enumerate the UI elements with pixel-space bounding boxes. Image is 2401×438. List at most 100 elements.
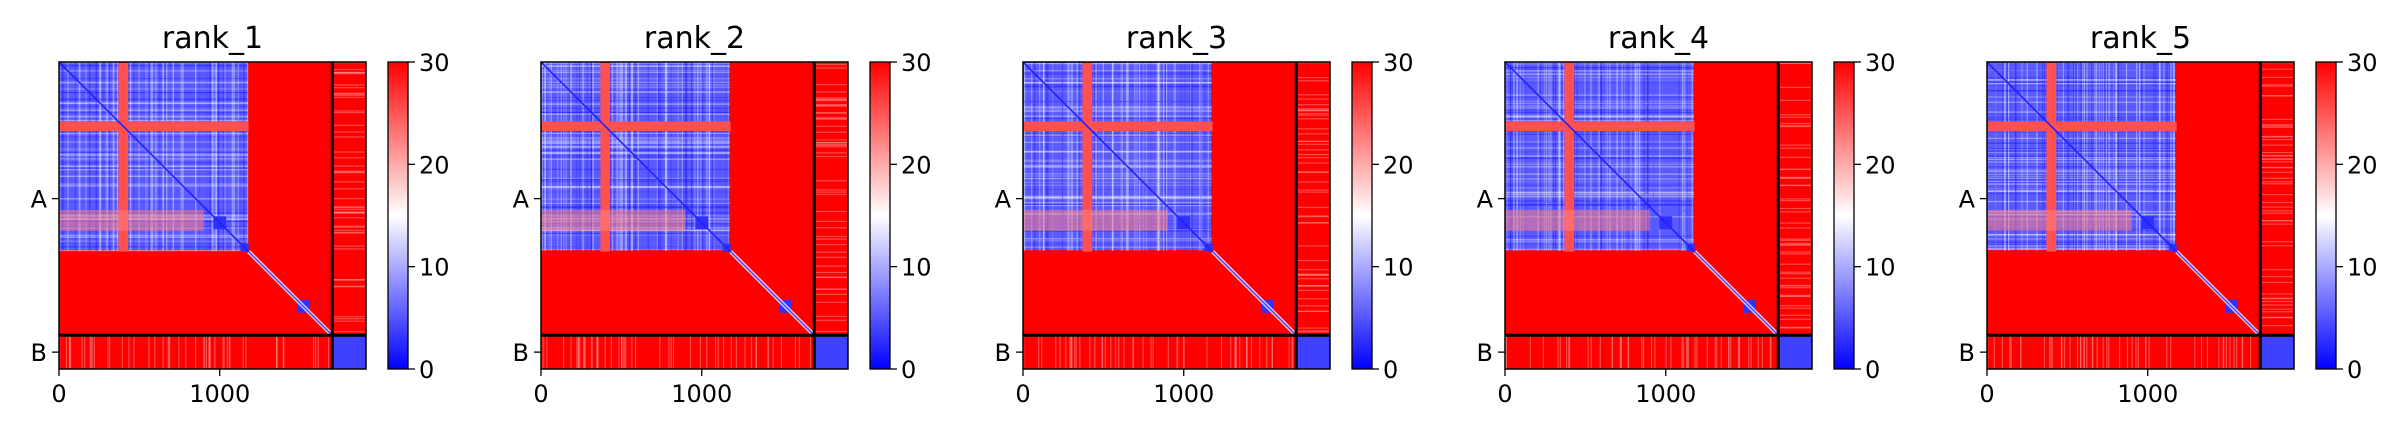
col-streak xyxy=(1600,62,1602,251)
col-streak xyxy=(685,62,687,251)
y-tick-label: A xyxy=(1959,186,1976,214)
chain-b-streak xyxy=(332,157,366,159)
row-streak xyxy=(59,169,248,171)
chain-b-streak xyxy=(332,225,366,227)
row-streak xyxy=(1023,101,1212,103)
col-streak xyxy=(223,62,225,251)
chain-b-streak xyxy=(814,139,848,141)
chain-b-streak xyxy=(1694,335,1696,369)
row-streak xyxy=(59,166,248,168)
col-streak xyxy=(1188,62,1191,251)
chain-b-streak xyxy=(1296,77,1330,79)
axes-frame xyxy=(1986,61,2295,370)
chain-b-streak xyxy=(1557,335,1559,369)
chain-b-streak xyxy=(1110,335,1112,369)
chain-b-streak xyxy=(1296,149,1330,151)
chain-b-streak xyxy=(1778,198,1812,200)
y-tick-label: A xyxy=(31,186,48,214)
col-streak xyxy=(621,62,623,251)
col-streak xyxy=(549,62,551,251)
chain-b-streak xyxy=(755,335,757,369)
row-streak xyxy=(59,159,248,161)
row-streak xyxy=(1023,73,1212,75)
row-streak xyxy=(1505,70,1694,72)
row-streak xyxy=(1987,180,2176,182)
chain-b-streak xyxy=(1070,335,1072,369)
row-streak xyxy=(59,165,248,167)
chain-b-streak xyxy=(2260,118,2294,120)
col-streak xyxy=(2115,62,2117,251)
row-streak xyxy=(1505,187,1694,189)
high-error-band xyxy=(541,121,731,132)
col-streak xyxy=(2090,62,2092,251)
diagonal xyxy=(1694,251,1779,336)
col-streak xyxy=(1621,62,1623,251)
col-streak xyxy=(2094,62,2096,251)
col-streak xyxy=(2009,62,2012,251)
col-streak xyxy=(95,62,97,251)
row-streak xyxy=(1987,181,2176,183)
col-streak xyxy=(2044,62,2046,251)
col-streak xyxy=(79,62,81,251)
chain-b-streak xyxy=(1071,335,1073,369)
chain-b-streak xyxy=(332,229,366,231)
chain-b-streak xyxy=(315,335,317,369)
colorbar xyxy=(388,62,408,369)
col-streak xyxy=(1634,62,1636,251)
chain-b-streak xyxy=(91,335,93,369)
row-streak xyxy=(59,82,248,84)
chain-b-streak xyxy=(814,180,848,182)
row-streak xyxy=(1023,181,1212,183)
col-streak xyxy=(96,62,98,251)
row-streak xyxy=(1987,101,2176,103)
col-streak xyxy=(685,62,687,251)
chain-b-streak xyxy=(1296,112,1330,115)
col-streak xyxy=(1023,62,1026,251)
chain-b-streak xyxy=(584,335,586,369)
col-streak xyxy=(665,62,668,251)
colorbar xyxy=(1834,62,1854,369)
colorbar-tick-label: 30 xyxy=(419,49,450,77)
col-streak xyxy=(1164,62,1167,251)
col-streak xyxy=(147,62,149,251)
col-streak xyxy=(1062,62,1064,251)
x-tick-label: 0 xyxy=(1979,380,1994,408)
row-streak xyxy=(1505,147,1694,149)
row-streak xyxy=(59,240,248,242)
chain-b-streak xyxy=(148,335,150,369)
chain-b-streak xyxy=(185,335,187,369)
col-streak xyxy=(1678,62,1680,251)
chain-b-streak xyxy=(205,335,208,369)
col-streak xyxy=(102,62,104,251)
row-streak xyxy=(1023,184,1212,186)
chain-b-streak xyxy=(1778,125,1812,127)
chain-b-streak xyxy=(814,155,848,158)
row-streak xyxy=(1987,234,2176,236)
chain-b-streak xyxy=(1778,222,1812,224)
col-streak xyxy=(88,62,91,251)
col-streak xyxy=(1562,62,1564,251)
chain-b-streak xyxy=(84,335,86,369)
row-streak xyxy=(59,175,248,177)
col-streak xyxy=(108,62,111,251)
chain-b-block xyxy=(332,335,366,369)
chain-b-streak xyxy=(1706,335,1708,369)
row-streak xyxy=(1023,106,1212,108)
chain-b-streak xyxy=(1296,245,1330,247)
heatmap-3 xyxy=(1023,62,1330,369)
chain-b-streak xyxy=(2126,335,2129,369)
chain-b-streak xyxy=(814,67,848,69)
row-streak xyxy=(541,158,730,160)
col-streak xyxy=(2021,62,2023,251)
chain-b-streak xyxy=(203,335,206,369)
panel-title: rank_5 xyxy=(2090,21,2191,56)
col-streak xyxy=(1200,62,1203,251)
col-streak xyxy=(1652,62,1655,251)
colorbar xyxy=(1352,62,1372,369)
chain-b-streak xyxy=(332,206,366,209)
row-streak xyxy=(541,204,730,206)
chain-b-streak xyxy=(814,227,848,229)
row-streak xyxy=(59,132,248,135)
col-streak xyxy=(1600,62,1602,251)
